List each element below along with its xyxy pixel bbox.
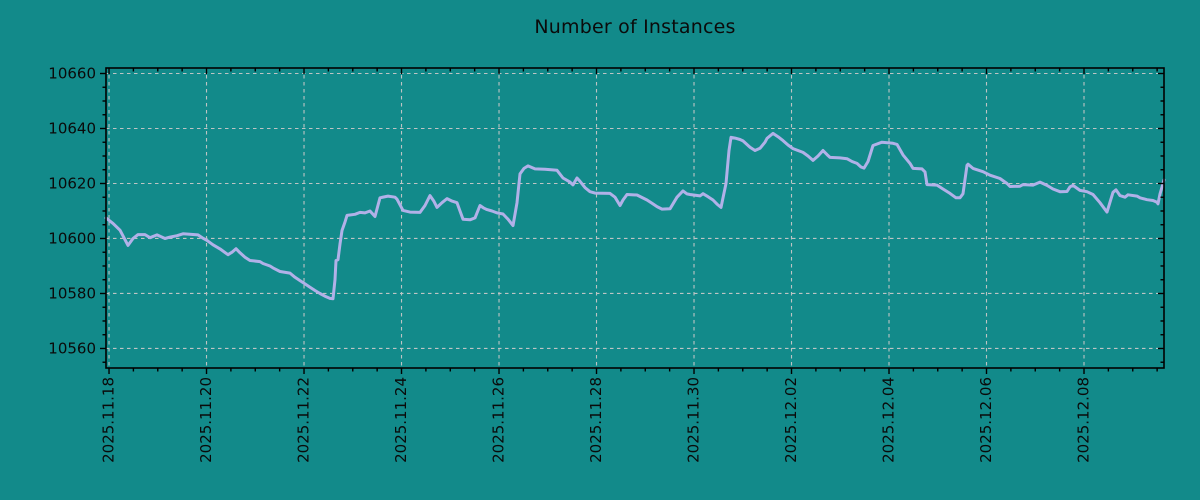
x-tick-labels: 2025.11.18 2025.11.20 2025.11.22 2025.11.24… <box>100 377 1093 463</box>
series-line-instances <box>104 131 1166 301</box>
x-tick-label: 2025.11.18 <box>100 377 118 463</box>
x-tick-label: 2025.11.28 <box>587 377 605 463</box>
y-tick-label: 10560 <box>48 339 96 357</box>
y-tick-label: 10660 <box>48 64 96 82</box>
y-tick-label: 10580 <box>48 284 96 302</box>
y-tick-label: 10620 <box>48 174 96 192</box>
x-tick-label: 2025.11.20 <box>197 377 215 463</box>
y-tick-label: 10600 <box>48 229 96 247</box>
axis-ticks <box>100 68 1164 374</box>
axis-frame <box>105 67 1165 369</box>
x-tick-label: 2025.11.22 <box>295 377 313 463</box>
y-tick-label: 10640 <box>48 119 96 137</box>
x-tick-label: 2025.12.08 <box>1075 377 1093 463</box>
x-tick-label: 2025.12.06 <box>977 377 995 463</box>
x-tick-label: 2025.11.30 <box>685 377 703 463</box>
x-tick-label: 2025.12.02 <box>782 377 800 463</box>
chart-title: Number of Instances <box>534 16 736 38</box>
x-tick-label: 2025.12.04 <box>880 377 898 463</box>
x-tick-label: 2025.11.24 <box>392 377 410 463</box>
x-tick-label: 2025.11.26 <box>490 377 508 463</box>
gridlines <box>106 68 1164 368</box>
y-tick-labels: 10560 10580 10600 10620 10640 10660 <box>48 64 96 357</box>
